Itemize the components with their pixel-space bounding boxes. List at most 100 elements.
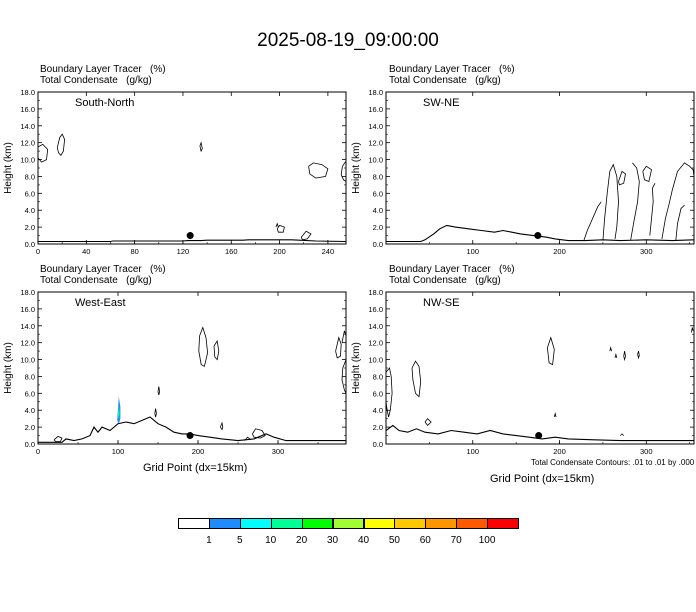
condensate-contour [341,359,346,394]
colorbar-swatch [239,518,272,529]
y-tick-label: 12.0 [20,139,35,148]
y-tick-label: 8.0 [25,172,35,181]
x-tick-label: 200 [273,247,286,256]
panel-west-east: 0.0 2.0 4.0 6.0 8.0 10.0 12.0 14.0 16.0 18.0 0 100 2… [3,288,347,456]
condensate-contour [213,339,220,361]
x-tick-label: 0 [36,247,40,256]
colorbar-label: 50 [388,535,400,546]
y-axis-label: Height (km) [3,142,14,194]
condensate-contour [661,162,694,239]
location-marker [186,232,194,240]
y-tick-label: 12.0 [368,139,383,148]
panel-name: South-North [75,97,134,109]
x-tick-label: 200 [553,447,566,456]
x-tick-label: 80 [130,247,138,256]
panel-title-west-east: Boundary Layer Tracer (%) Total Condensa… [40,264,166,286]
y-tick-label: 18.0 [368,88,383,97]
y-tick-label: 2.0 [373,423,383,432]
condensate-contour [623,351,626,362]
y-tick-label: 14.0 [368,322,383,331]
y-tick-label: 4.0 [373,406,383,415]
y-tick-label: 16.0 [368,105,383,114]
y-tick-label: 6.0 [25,189,35,198]
colorbar-swatch [270,518,303,529]
condensate-contour [614,352,618,359]
y-tick-label: 6.0 [25,389,35,398]
y-tick-label: 0.0 [373,440,383,449]
panel-sw-ne: 0.0 2.0 4.0 6.0 8.0 10.0 12.0 14.0 16.0 18.0 100 20… [351,88,695,256]
colorbar-label: 30 [326,535,339,546]
condensate-contour [630,162,640,240]
colorbar-label: 70 [450,535,462,546]
panel-title-condensate: Total Condensate (g/kg) [40,75,152,86]
y-tick-label: 2.0 [25,223,35,232]
y-tick-label: 6.0 [373,389,383,398]
y-tick-label: 4.0 [25,406,35,415]
y-tick-label: 18.0 [368,288,383,297]
panel-title-condensate: Total Condensate (g/kg) [40,275,152,286]
condensate-contour [618,170,626,186]
condensate-contour [649,183,656,236]
panel-title-nw-se: Boundary Layer Tracer (%) Total Condensa… [389,264,515,286]
x-tick-label: 300 [640,247,653,256]
colorbar-label: 20 [296,535,308,546]
x-tick-label: 100 [467,447,480,456]
condensate-contour [637,350,640,360]
colorbar-swatch [487,518,519,529]
y-tick-label: 12.0 [20,339,35,348]
panel-title-tracer: Boundary Layer Tracer (%) [40,264,166,275]
tracer-fill-10 [118,405,120,419]
colorbar-labels: 1 5 10 20 30 40 50 60 70 100 [0,535,696,549]
panel-title-sw-ne: Boundary Layer Tracer (%) Total Condensa… [389,64,515,86]
condensate-contour [38,143,49,163]
x-tick-label: 300 [640,447,653,456]
y-tick-label: 18.0 [20,288,35,297]
terrain-line [386,224,694,243]
y-tick-label: 8.0 [373,172,383,181]
panel-title-south-north: Boundary Layer Tracer (%) Total Condensa… [40,64,166,86]
location-marker [186,432,194,440]
x-tick-label: 240 [322,247,335,256]
x-tick-label: 120 [177,247,190,256]
plot-frame [385,291,695,445]
condensate-contour [198,326,209,367]
y-tick-label: 8.0 [373,372,383,381]
x-tick-label: 0 [36,447,40,456]
condensate-contour [335,336,342,359]
terrain-line [386,424,694,442]
x-tick-label: 160 [225,247,238,256]
x-tick-label: 200 [553,247,566,256]
condensate-contour [154,408,157,418]
y-tick-label: 12.0 [368,339,383,348]
condensate-contour [675,204,685,241]
panel-title-tracer: Boundary Layer Tracer (%) [40,64,166,75]
terrain-line [38,239,346,243]
condensate-contour [583,201,602,241]
panel-title-tracer: Boundary Layer Tracer (%) [389,64,515,75]
x-tick-label: 200 [192,447,205,456]
condensate-contour [300,230,312,241]
colorbar-label: 100 [478,535,496,546]
y-tick-label: 0.0 [25,240,35,249]
colorbar-swatch [208,518,241,529]
colorbar-swatch [456,518,489,529]
panel-south-north: 0.0 2.0 4.0 6.0 8.0 10.0 12.0 14.0 16.0 18.0 0 40 80… [3,88,347,256]
y-tick-label: 10.0 [368,356,383,365]
y-tick-label: 16.0 [20,105,35,114]
colorbar-label: 40 [357,535,370,546]
panel-nw-se: 0.0 2.0 4.0 6.0 8.0 10.0 12.0 14.0 16.0 18.0 100 20… [351,288,695,456]
condensate-contour [275,222,279,228]
x-tick-label: 100 [112,447,125,456]
main-title: 2025-08-19_09:00:00 [257,30,439,51]
panel-title-condensate: Total Condensate (g/kg) [389,75,501,86]
y-axis-label: Height (km) [351,142,362,194]
y-tick-label: 16.0 [368,305,383,314]
condensate-contour [553,412,557,418]
y-tick-label: 14.0 [20,322,35,331]
condensate-contour [602,163,619,241]
contour-footnote: Total Condensate Contours: .01 to .01 by… [531,458,695,467]
x-axis-label-right: Grid Point (dx=15km) [490,473,595,485]
plot-frame [37,91,347,245]
condensate-contour [691,327,694,333]
y-tick-label: 10.0 [20,156,35,165]
